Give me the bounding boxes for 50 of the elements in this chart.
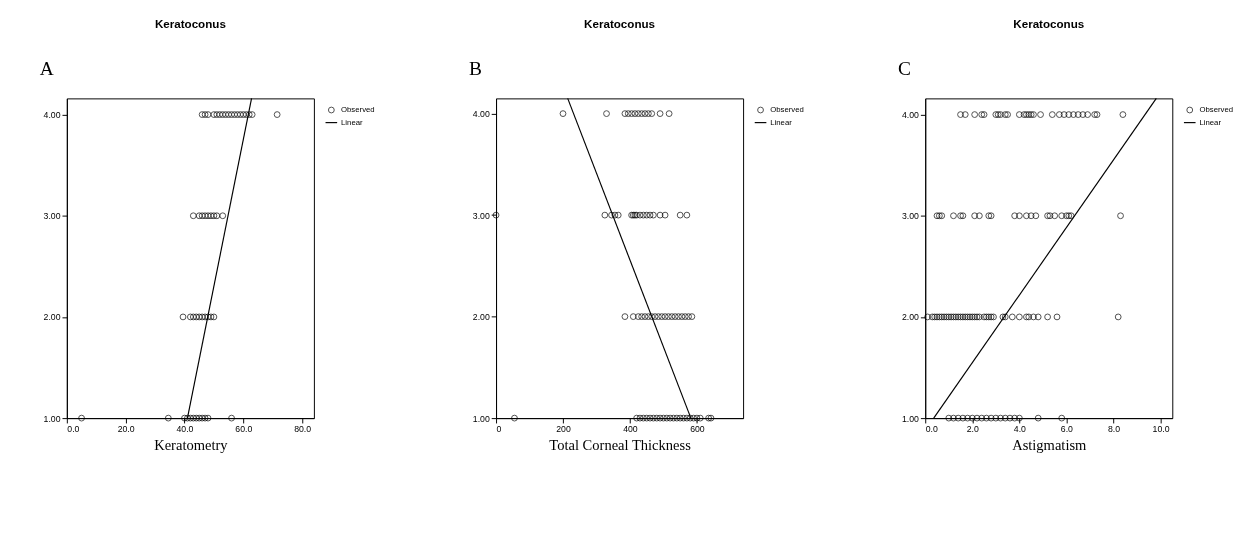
x-tick-label: 200: [556, 424, 571, 435]
point: [201, 111, 209, 118]
x-tick-label: 0.0: [925, 424, 938, 435]
point: [78, 414, 85, 422]
legend-label: Linear: [341, 117, 363, 127]
point: [273, 111, 281, 118]
point: [228, 414, 235, 422]
x-axis-title: Keratometry: [154, 436, 229, 453]
x-tick-label: 400: [623, 424, 638, 435]
chart-title: Keratoconus: [584, 16, 656, 30]
x-tick-label: 20.0: [117, 424, 135, 435]
legend-label: Linear: [770, 117, 793, 127]
text: C: [898, 58, 912, 80]
y-tick-label: 1.00: [472, 413, 490, 424]
legend-label: Linear: [1199, 117, 1222, 127]
legend-label: Observed: [341, 104, 375, 114]
x-tick-label: 60.0: [235, 424, 253, 435]
legend-label: Observed: [1199, 104, 1234, 114]
text: B: [468, 58, 482, 80]
x-tick-label: 40.0: [176, 424, 194, 435]
x-tick-label: 0.0: [67, 424, 80, 435]
x-tick-label: 6.0: [1060, 424, 1074, 435]
y-tick-label: 3.00: [43, 211, 61, 222]
x-tick-label: 0: [496, 424, 502, 435]
point: [179, 313, 187, 321]
x-tick-label: 8.0: [1107, 424, 1121, 435]
y-tick-label: 2.00: [902, 312, 920, 323]
point: [164, 414, 172, 422]
chart-title: Keratoconus: [154, 16, 226, 30]
point: [189, 212, 197, 220]
x-tick-label: 600: [690, 424, 705, 435]
y-tick-label: 4.00: [902, 109, 920, 120]
text: A: [39, 58, 54, 80]
y-tick-label: 1.00: [902, 413, 920, 424]
x-tick-label: 80.0: [294, 424, 312, 435]
y-tick-label: 3.00: [902, 211, 920, 222]
y-tick-label: 1.00: [43, 413, 61, 424]
legend-label: Observed: [770, 104, 804, 114]
x-tick-label: 4.0: [1013, 424, 1027, 435]
x-tick-label: 10.0: [1152, 424, 1170, 435]
y-tick-label: 4.00: [43, 109, 61, 120]
x-tick-label: 2.0: [966, 424, 979, 435]
y-tick-label: 3.00: [472, 210, 490, 221]
chart-title: Keratoconus: [1013, 16, 1085, 30]
y-tick-label: 4.00: [472, 109, 490, 120]
x-axis-title: Total Corneal Thickness: [549, 436, 692, 453]
point: [219, 212, 227, 220]
x-axis-title: Astigmatism: [1012, 436, 1088, 453]
y-tick-label: 2.00: [43, 312, 61, 323]
y-tick-label: 2.00: [472, 312, 490, 322]
